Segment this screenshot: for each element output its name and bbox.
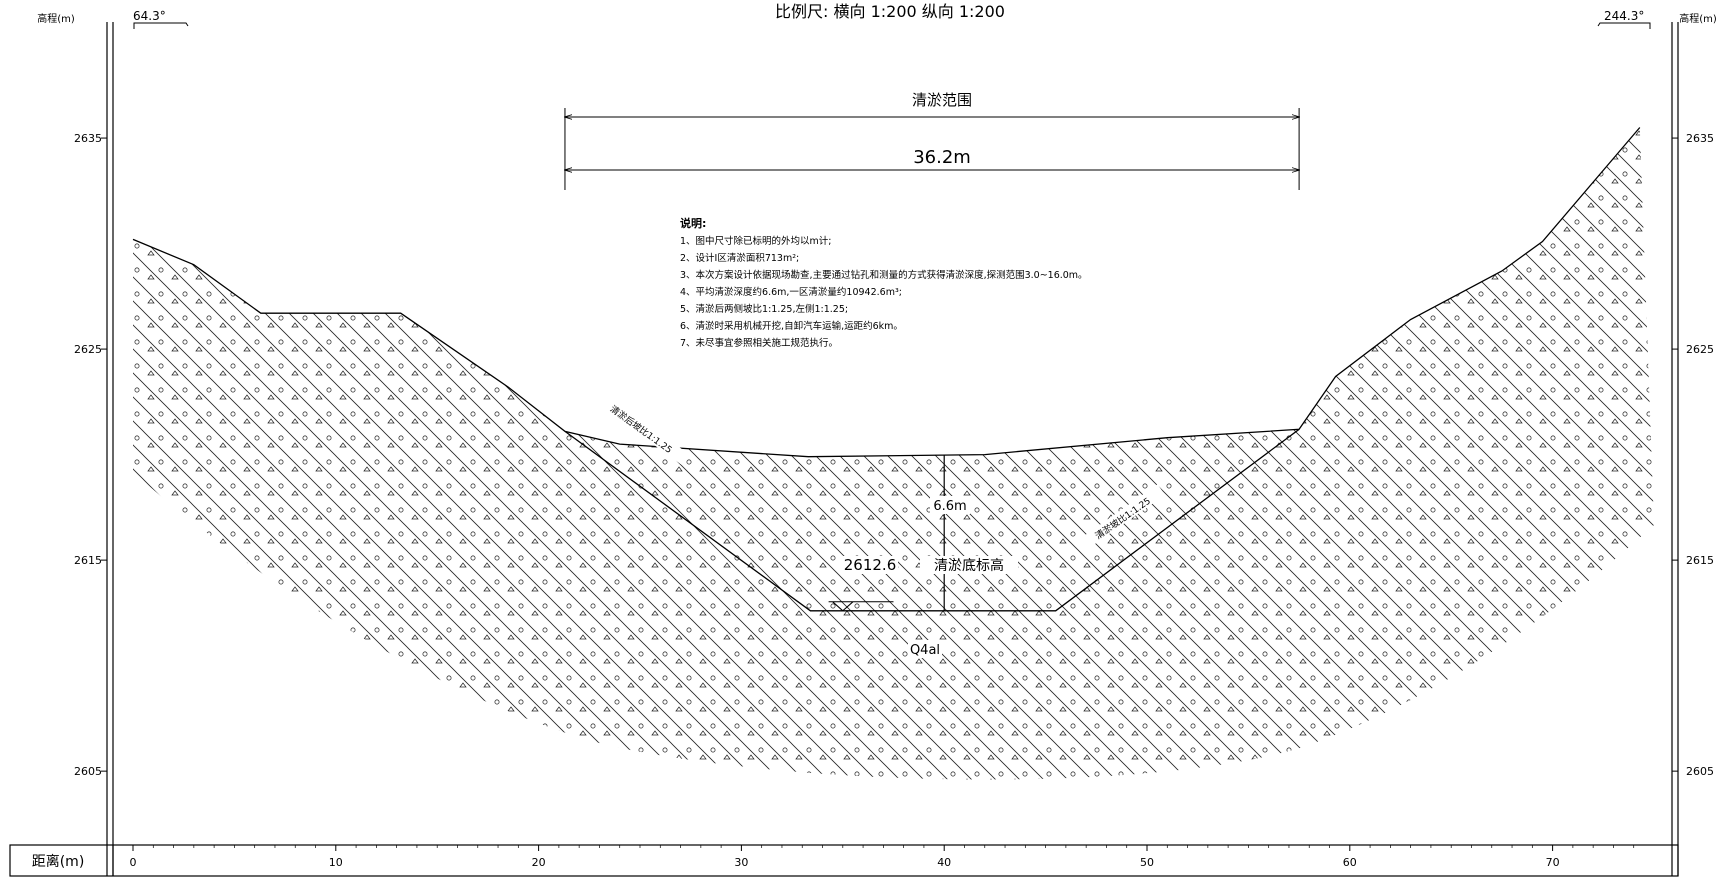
note-item: 7、未尽事宜参照相关施工规范执行。 [680, 337, 838, 349]
left-axis-label: 高程(m) [37, 12, 75, 25]
notes-block: 说明: 1、图中尺寸除已标明的外均以m计; 2、设计Ⅰ区清淤面积713m²; 3… [676, 214, 1088, 349]
note-item: 3、本次方案设计依据现场勘查,主要通过钻孔和测量的方式获得清淤深度,探测范围3.… [680, 269, 1088, 281]
right-axis-label: 高程(m) [1679, 12, 1717, 25]
note-item: 6、清淤时采用机械开挖,自卸汽车运输,运距约6km。 [680, 320, 903, 332]
y-tick-label-left: 2615 [74, 554, 102, 567]
elevation-marker [828, 601, 894, 612]
note-item: 5、清淤后两侧坡比1:1.25,左侧1:1.25; [680, 303, 848, 315]
dredge-bottom-label: 清淤底标高 [934, 557, 1004, 574]
dredge-range-label: 清淤范围 [912, 91, 972, 109]
depth-label: 6.6m [933, 499, 966, 514]
x-tick-label: 20 [532, 856, 546, 869]
notes-title: 说明: [680, 216, 706, 230]
note-item: 4、平均清淤深度约6.6m,一区清淤量约10942.6m³; [680, 286, 902, 298]
x-tick-label: 0 [130, 856, 137, 869]
dredge-profile-line [564, 428, 1300, 612]
y-tick-label-right: 2605 [1686, 765, 1714, 778]
ground-profile-line [132, 127, 1641, 458]
y-tick-label-left: 2635 [74, 132, 102, 145]
bottom-elevation: 2612.6 [844, 556, 897, 574]
bottom-axis-label: 距离(m) [32, 853, 85, 870]
axis-ticks: 0 10 20 30 40 50 60 70 2605 2605 2615 2615 2625 2625 2… [74, 132, 1714, 869]
lower-fill-label: Q4al [910, 643, 940, 658]
note-item: 2、设计Ⅰ区清淤面积713m²; [680, 252, 799, 264]
right-azimuth-mark [1597, 22, 1651, 29]
soil-body [133, 127, 1654, 780]
x-tick-label: 40 [937, 856, 951, 869]
note-item: 1、图中尺寸除已标明的外均以m计; [680, 235, 832, 247]
x-tick-label: 30 [734, 856, 748, 869]
y-tick-label-right: 2635 [1686, 132, 1714, 145]
depth-label-group: 6.6m [930, 496, 970, 514]
scale-text: 比例尺: 横向 1:200 纵向 1:200 [775, 2, 1005, 21]
distance-strip [9, 844, 1679, 877]
bottom-label-group: 清淤底标高 [920, 556, 1018, 574]
fill-label-group: Q4al [908, 640, 942, 658]
x-tick-label: 60 [1343, 856, 1357, 869]
y-tick-label-left: 2605 [74, 765, 102, 778]
x-tick-label: 50 [1140, 856, 1154, 869]
bottom-elevation-group: 2612.6 [842, 556, 898, 574]
right-azimuth: 244.3° [1604, 9, 1644, 23]
y-tick-label-right: 2625 [1686, 343, 1714, 356]
y-tick-label-right: 2615 [1686, 554, 1714, 567]
dredge-width-label: 36.2m [913, 147, 971, 168]
y-tick-label-left: 2625 [74, 343, 102, 356]
x-tick-label: 10 [329, 856, 343, 869]
left-azimuth-mark [133, 22, 189, 29]
left-azimuth: 64.3° [133, 9, 166, 23]
x-tick-label: 70 [1546, 856, 1560, 869]
